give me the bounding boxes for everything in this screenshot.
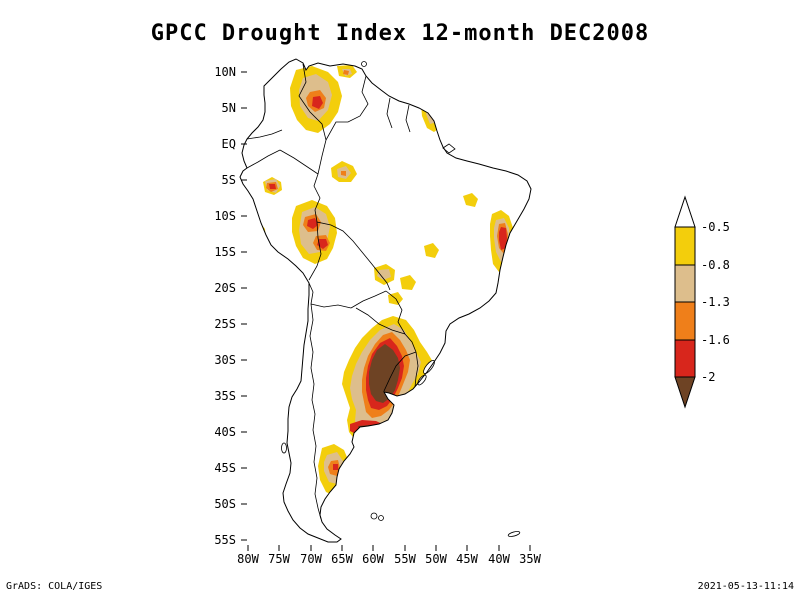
colorbar-label: -1.6 — [701, 333, 730, 347]
marajo-island — [442, 143, 456, 154]
y-axis-label: 35S — [214, 389, 236, 403]
colorbar-segment-orange — [674, 301, 696, 341]
drought-contour-red — [307, 218, 318, 229]
country-borders — [246, 63, 419, 520]
islands — [281, 61, 521, 537]
y-axis-label: 5N — [222, 101, 236, 115]
x-axis-label: 45W — [456, 552, 478, 566]
drought-contour-brown — [369, 344, 400, 403]
x-axis-label: 65W — [331, 552, 353, 566]
drought-contour-orange — [341, 171, 346, 176]
drought-contour-red — [312, 96, 323, 109]
colorbar: -0.5 -0.8 -1.3 -1.6 -2 — [674, 195, 730, 409]
y-axis-label: EQ — [222, 137, 236, 151]
colorbar-segment-tan — [674, 264, 696, 303]
colorbar-label: -0.8 — [701, 258, 730, 272]
south-georgia-island — [507, 531, 521, 537]
y-axis-label: 30S — [214, 353, 236, 367]
y-axis: 10N 5N EQ 5S 10S 15S 20S 25S 30S 35S 40S… — [214, 65, 236, 547]
falkland-island-west — [370, 512, 378, 520]
lagoa-dos-patos — [423, 360, 435, 374]
chiloe-island — [281, 442, 287, 454]
drought-contour-yellow — [424, 243, 439, 258]
trinidad-island — [361, 61, 367, 67]
y-axis-label: 45S — [214, 461, 236, 475]
page-title: GPCC Drought Index 12-month DEC2008 — [151, 21, 650, 46]
coastline — [239, 58, 532, 543]
falkland-island-east — [378, 515, 384, 521]
lagoa-mirim — [417, 374, 427, 386]
y-axis-ticks — [241, 71, 247, 541]
colorbar-segment-red — [674, 339, 696, 378]
drought-contour-red — [499, 227, 507, 250]
x-axis-label: 75W — [268, 552, 290, 566]
colorbar-arrow-bottom — [674, 376, 696, 409]
y-axis-label: 5S — [222, 173, 236, 187]
x-axis-ticks — [247, 545, 531, 551]
y-axis-label: 15S — [214, 245, 236, 259]
colorbar-label: -0.5 — [701, 220, 730, 234]
grads-credit: GrADS: COLA/IGES — [6, 581, 102, 592]
drought-contour-red — [269, 184, 276, 189]
x-axis-label: 55W — [394, 552, 416, 566]
drought-contour-red — [333, 464, 338, 470]
y-axis-label: 50S — [214, 497, 236, 511]
x-axis-label: 60W — [362, 552, 384, 566]
y-axis-label: 10S — [214, 209, 236, 223]
drought-contour-yellow — [400, 275, 416, 290]
x-axis: 80W 75W 70W 65W 60W 55W 50W 45W 40W 35W — [237, 552, 541, 566]
y-axis-label: 20S — [214, 281, 236, 295]
x-axis-label: 50W — [425, 552, 447, 566]
y-axis-label: 25S — [214, 317, 236, 331]
drought-contour-orange — [343, 70, 349, 75]
timestamp: 2021-05-13-11:14 — [698, 581, 794, 592]
x-axis-label: 35W — [519, 552, 541, 566]
colorbar-label: -1.3 — [701, 295, 730, 309]
drought-contour-tan — [377, 269, 391, 280]
colorbar-arrow-top — [674, 195, 696, 228]
drought-contour-yellow — [463, 193, 478, 207]
ocean-mask — [232, 52, 540, 552]
x-axis-label: 40W — [488, 552, 510, 566]
x-axis-label: 70W — [300, 552, 322, 566]
colorbar-segment-yellow — [674, 226, 696, 266]
colorbar-label: -2 — [701, 370, 715, 384]
y-axis-label: 55S — [214, 533, 236, 547]
x-axis-label: 80W — [237, 552, 259, 566]
y-axis-label: 40S — [214, 425, 236, 439]
y-axis-label: 10N — [214, 65, 236, 79]
